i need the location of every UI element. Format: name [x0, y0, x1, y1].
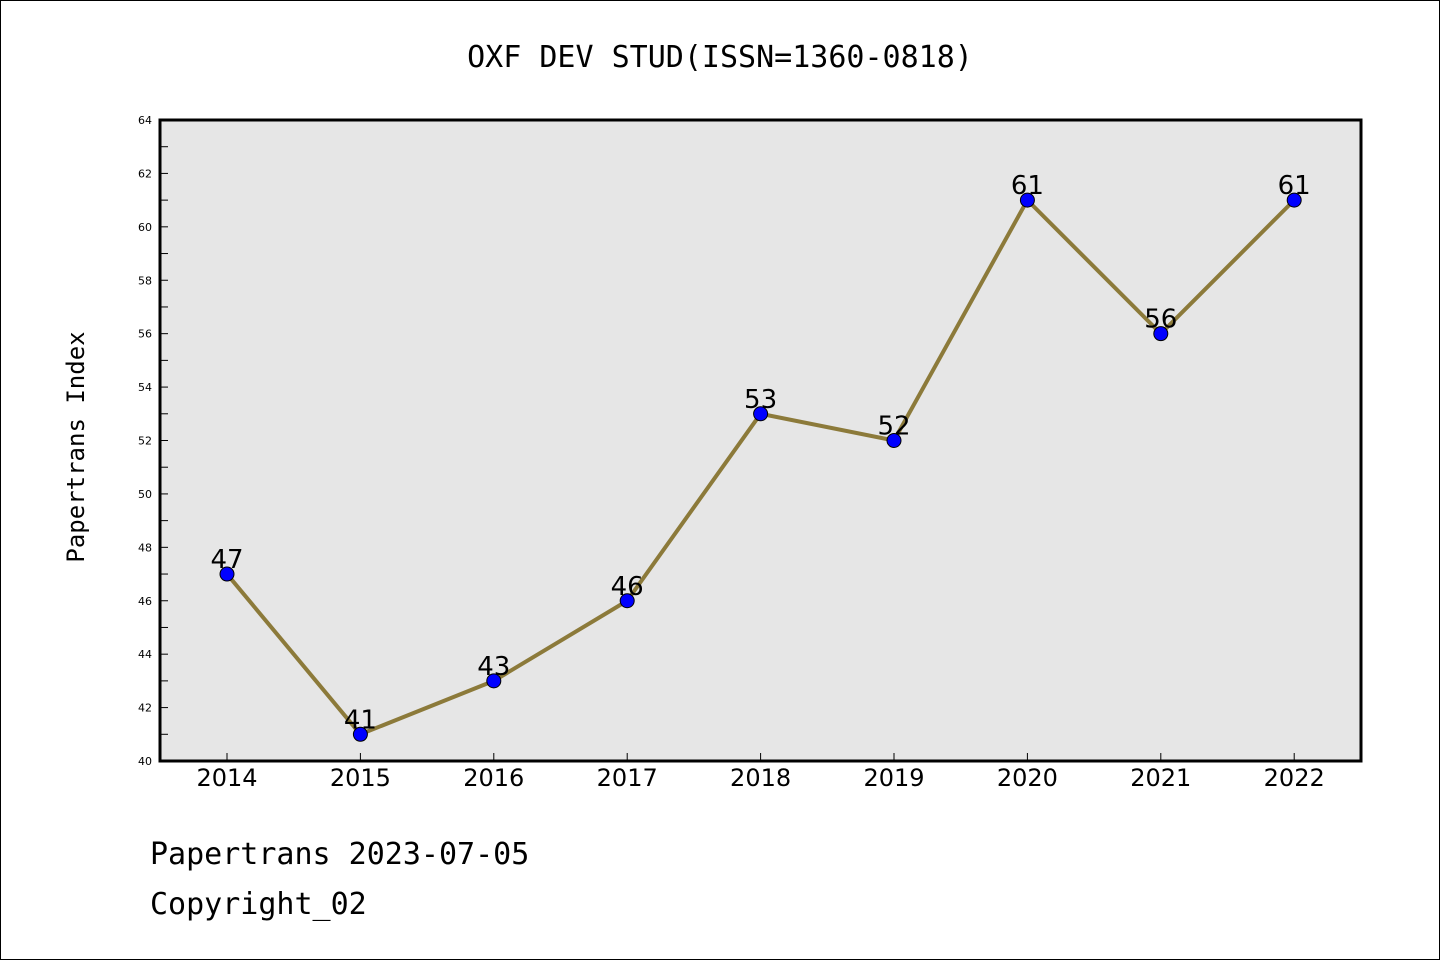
- x-tick-label: 2022: [1264, 764, 1325, 792]
- footer-date: Papertrans 2023-07-05: [150, 837, 529, 872]
- y-tick-label: 44: [138, 648, 152, 661]
- data-label: 46: [611, 572, 644, 602]
- data-point: [1153, 326, 1169, 342]
- y-tick-label: 40: [138, 755, 152, 768]
- x-tick-label: 2015: [330, 764, 391, 792]
- data-point: [1019, 192, 1035, 208]
- y-tick-label: 50: [138, 488, 152, 501]
- data-label: 53: [744, 385, 777, 415]
- data-point: [753, 406, 769, 422]
- footer-copyright: Copyright_02: [150, 887, 367, 922]
- data-label: 61: [1278, 171, 1311, 201]
- y-tick-label: 56: [138, 328, 152, 341]
- data-label: 61: [1011, 171, 1044, 201]
- data-point: [219, 566, 235, 582]
- y-tick-label: 48: [138, 541, 152, 554]
- data-point: [619, 593, 635, 609]
- data-point: [486, 673, 502, 689]
- data-point: [1286, 192, 1302, 208]
- data-label: 43: [477, 652, 510, 682]
- y-tick-label: 54: [138, 381, 152, 394]
- data-label: 41: [344, 705, 377, 735]
- x-tick-label: 2014: [196, 764, 257, 792]
- series-group: 47 41 43 46 53 52 61 56 61: [210, 171, 1311, 742]
- data-point: [352, 726, 368, 742]
- x-axis: 2014 2015 2016 2017 2018 2019 2020 2021 2022: [196, 753, 1325, 792]
- y-tick-label: 52: [138, 435, 152, 448]
- plot-border: [158, 118, 1363, 763]
- x-tick-label: 2019: [863, 764, 924, 792]
- x-tick-label: 2020: [997, 764, 1058, 792]
- y-tick-label: 64: [138, 114, 152, 127]
- data-label: 56: [1144, 305, 1177, 335]
- plot-area: [160, 120, 1361, 761]
- data-label: 47: [210, 545, 243, 575]
- y-tick-label: 42: [138, 702, 152, 715]
- chart-title: OXF DEV STUD(ISSN=1360-0818): [467, 40, 973, 75]
- y-tick-label: 62: [138, 167, 152, 180]
- y-tick-label: 58: [138, 274, 152, 287]
- data-point: [886, 433, 902, 448]
- x-tick-label: 2017: [597, 764, 658, 792]
- x-tick-label: 2018: [730, 764, 791, 792]
- x-tick-label: 2016: [463, 764, 524, 792]
- data-label: 52: [877, 412, 910, 442]
- y-axis-label: Papertrans Index: [62, 331, 90, 562]
- y-tick-label: 46: [138, 595, 152, 608]
- x-tick-label: 2021: [1130, 764, 1191, 792]
- y-tick-label: 60: [138, 221, 152, 234]
